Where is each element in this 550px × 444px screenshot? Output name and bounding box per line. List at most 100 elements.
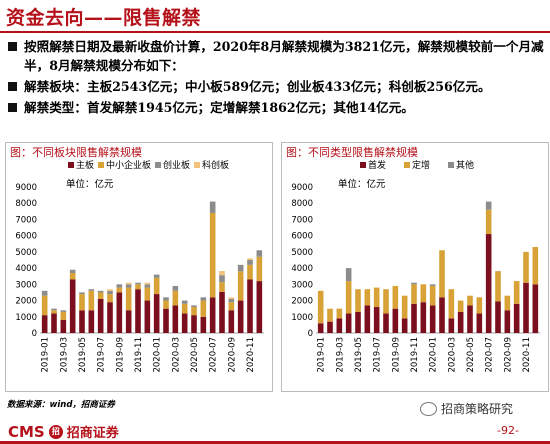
bar-segment (485, 234, 492, 333)
x-tick-label: 2020-07 (485, 337, 495, 373)
bar-segment (256, 250, 263, 257)
x-tick-label: 2019-11 (410, 337, 420, 373)
data-source-note: 数据来源：wind，招商证券 (7, 400, 115, 410)
x-tick-label: 2020-05 (466, 337, 476, 373)
bar-segment (504, 310, 511, 333)
bar-segment (457, 300, 464, 312)
bar-segment (467, 305, 473, 333)
bar-segment (107, 294, 113, 303)
y-tick-label: 0 (308, 329, 313, 339)
bar-segment (219, 282, 225, 292)
bar-segment (88, 290, 95, 311)
bar-segment (219, 271, 225, 276)
bar-segment (69, 269, 76, 273)
bullet-item: 按照解禁日期及最新收盘价计算，2020年8月解禁规模为3821亿元，解禁规模较前… (8, 37, 548, 75)
y-tick-label: 4000 (291, 264, 313, 274)
bar-segment (336, 308, 343, 319)
x-tick-label: 2020-05 (190, 337, 200, 373)
bullet-item: 解禁板块：主板2543亿元；中小板589亿元；创业板433亿元；科创板256亿元… (8, 77, 548, 96)
y-tick-label: 8000 (15, 199, 37, 209)
y-tick-label: 9000 (15, 183, 37, 193)
bar-segment (327, 308, 333, 322)
bar-segment (476, 313, 483, 333)
wechat-account: 招商策略研究 (420, 400, 513, 417)
bar-segment (88, 310, 95, 333)
bar-segment (429, 284, 436, 286)
y-tick-label: 5000 (15, 248, 37, 258)
bar-segment (181, 313, 188, 333)
bar-segment (125, 282, 132, 285)
bar-segment (191, 305, 197, 308)
bar-segment (163, 308, 169, 333)
bar-segment (392, 308, 399, 333)
bar-segment (532, 284, 539, 333)
bar-segment (247, 260, 253, 265)
bar-segment (60, 311, 67, 321)
x-tick-label: 2019-07 (373, 337, 383, 373)
bar-segment (237, 271, 244, 301)
bar-segment (373, 287, 380, 308)
bar-segment (144, 287, 151, 301)
legend-label: 首发 (368, 161, 387, 171)
bar-segment (144, 282, 151, 285)
wechat-icon (420, 401, 437, 416)
bullet-text: 解禁类型：首发解禁1945亿元；定增解禁1862亿元；其他14亿元。 (24, 100, 414, 115)
bar-segment (383, 313, 389, 333)
page-title: 资金去向——限售解禁 (6, 7, 202, 29)
wechat-name: 招商策略研究 (441, 402, 514, 416)
legend-swatch (194, 161, 201, 168)
bar-segment (153, 294, 160, 333)
bar-segment (69, 279, 76, 333)
bar-segment (135, 282, 141, 285)
bar-segment (125, 284, 132, 288)
bar-segment (523, 251, 529, 283)
chart-panel-board: 图：不同板块限售解禁规模 主板 中小企业板 创业板 科创板 单位：亿元 0 100… (5, 142, 273, 392)
x-tick-label: 2019-11 (134, 337, 144, 373)
chart-unit: 单位：亿元 (338, 179, 386, 190)
bar-segment (51, 313, 57, 333)
legend-swatch (404, 161, 411, 168)
logo-text: CMS (8, 422, 45, 441)
y-tick-label: 0 (32, 329, 37, 339)
bar-segment (317, 323, 324, 333)
bar-segment (163, 297, 169, 301)
bar-segment (345, 268, 352, 282)
legend-item: 科创板 (194, 158, 229, 171)
legend-swatch (68, 161, 74, 168)
bar-segment (476, 297, 483, 314)
bar-segment (228, 302, 235, 311)
x-tick-label: 2020-01 (429, 337, 439, 373)
y-tick-label: 1000 (15, 313, 37, 323)
legend-label: 其他 (456, 161, 475, 171)
bar-segment (228, 298, 235, 303)
bar-segment (79, 292, 85, 295)
bar-segment (60, 310, 67, 312)
bar-segment (107, 290, 113, 295)
x-tick-label: 2020-09 (227, 337, 237, 373)
x-tick-label: 2020-03 (447, 337, 457, 373)
bar-segment (181, 303, 188, 314)
bar-chart-type: 0 1000 2000 3000 4000 5000 6000 7000 8000 9000 201… (291, 183, 540, 373)
bullet-text: 按照解禁日期及最新收盘价计算，2020年8月解禁规模为3821亿元，解禁规模较前… (24, 39, 544, 73)
bar-segment (327, 321, 333, 333)
bar-segment (172, 285, 179, 291)
x-tick-label: 2020-11 (522, 337, 532, 373)
bar-segment (219, 291, 225, 333)
bar-segment (485, 209, 492, 235)
chart-legend: 首发 定增 其他 (360, 158, 474, 171)
bar-segment (97, 292, 104, 299)
bar-segment (79, 310, 85, 333)
bar-segment (401, 295, 408, 319)
y-tick-label: 2000 (291, 297, 313, 307)
bar-segment (448, 318, 455, 333)
bar-segment (247, 258, 253, 260)
bar-segment (420, 284, 427, 303)
bar-segment (107, 302, 113, 333)
y-tick-label: 2000 (15, 297, 37, 307)
bar-segment (116, 284, 123, 288)
bar-segment (523, 282, 529, 333)
bar-segment (439, 297, 445, 333)
legend-label: 创业板 (163, 161, 191, 171)
legend-item: 中小企业板 (98, 158, 151, 171)
x-tick-label: 2019-03 (335, 337, 345, 373)
